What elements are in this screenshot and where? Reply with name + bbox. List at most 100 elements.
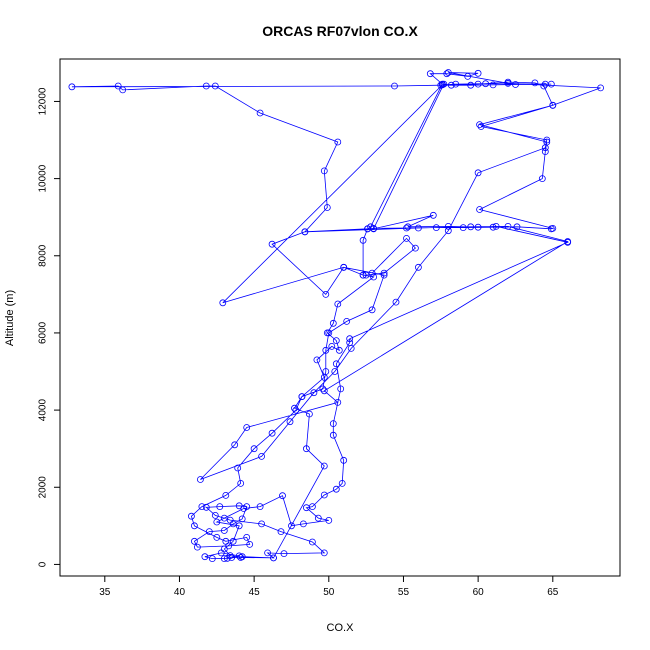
data-point [258,452,266,460]
data-point [301,228,309,236]
data-point [228,554,236,561]
data-point [196,476,204,483]
data-point [243,424,251,431]
data-point [229,520,237,528]
data-point [391,82,398,90]
data-point [464,73,472,80]
y-axis: 0 2000 4000 6000 8000 10000 12000 [38,87,60,567]
plot-frame [59,58,621,577]
data-point [444,227,452,235]
data-point [187,512,195,520]
data-point [258,520,266,528]
data-point [222,537,230,545]
data-point [411,244,419,252]
y-tick-label: 0 [38,561,49,567]
x-tick-label: 40 [174,587,186,598]
x-tick-label: 65 [547,587,559,598]
data-point [547,80,555,88]
data-point [246,541,254,548]
data-point [343,317,351,325]
x-tick-label: 45 [249,587,261,598]
data-point [277,528,285,535]
data-point [270,554,277,562]
data-point [291,404,298,412]
data-point [310,389,318,397]
data-point [359,236,367,244]
data-point [237,554,245,561]
data-point [359,271,367,279]
data-point [549,224,557,232]
data-point [429,211,437,219]
data-point [541,148,549,156]
data-point [549,101,557,109]
data-point [211,82,219,90]
data-point [340,456,348,464]
data-point [331,368,339,375]
data-point [325,517,333,524]
x-axis: 35 40 45 50 55 60 65 [99,576,559,598]
data-point [299,520,307,528]
data-point [235,552,243,560]
data-point [325,329,333,337]
data-point [323,204,331,211]
data-point [198,503,206,511]
data-point [313,356,321,364]
data-point [238,515,246,523]
data-point [474,80,482,88]
data-point [329,420,337,428]
x-axis-label: CO.X [327,622,355,634]
data-point [243,534,251,541]
data-point [538,175,546,183]
data-point [220,514,228,522]
data-point [190,522,198,530]
data-point [334,138,342,146]
data-point [332,485,340,493]
data-point [302,504,310,512]
data-point [238,553,246,561]
data-point [392,298,400,306]
data-point [474,169,482,177]
data-point [119,86,127,94]
data-point [220,545,228,553]
data-point [492,222,500,230]
data-point [222,491,230,499]
data-point [268,429,276,437]
data-point [474,223,482,231]
x-tick-label: 60 [473,587,485,598]
data-point [302,445,310,453]
data-point [320,549,328,557]
data-point [403,224,410,232]
data-point [220,527,228,534]
data-point [362,271,370,279]
data-point [320,387,328,395]
data-point [467,81,475,89]
x-tick-label: 35 [99,587,111,598]
data-point [286,418,294,426]
data-point [477,123,485,130]
data-point [114,82,122,90]
data-point [438,81,446,89]
data-point [504,222,512,230]
y-tick-label: 10000 [38,164,49,192]
data-point [340,263,348,271]
data-point [368,269,376,277]
data-point [444,69,452,76]
data-point [237,479,245,487]
data-point [541,144,549,152]
x-tick-label: 55 [398,587,410,598]
y-tick-label: 12000 [38,87,49,115]
data-point [292,406,300,414]
data-point [512,81,519,88]
data-point [256,109,264,117]
data-point [288,522,295,530]
data-point [320,491,328,499]
data-point [476,206,484,213]
data-point [443,70,451,78]
data-point [234,464,242,472]
data-point [329,431,337,439]
data-point [513,223,521,231]
data-point [332,360,340,368]
chart-title: ORCAS RF07vlon CO.X [262,23,418,39]
data-point [319,385,327,393]
y-tick-label: 6000 [38,321,49,344]
